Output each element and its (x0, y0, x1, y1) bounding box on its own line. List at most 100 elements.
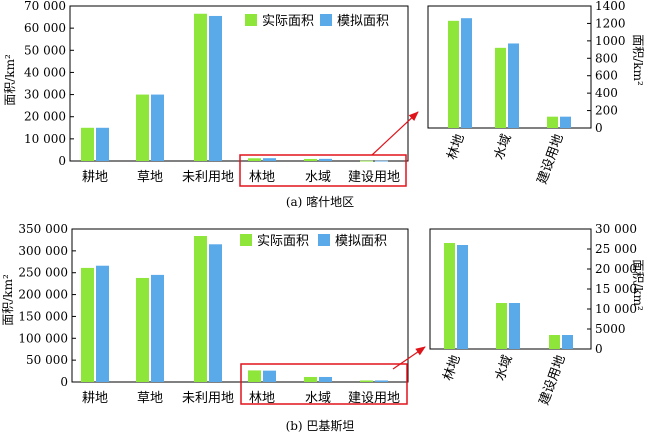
main-category-label-a: 水域 (305, 170, 331, 185)
main-bar-a-simulated (151, 94, 164, 161)
main-bar-b-simulated (151, 274, 164, 382)
main-category-label-b: 建设用地 (348, 391, 400, 406)
main-y-tick-label-a: 20 000 (24, 110, 66, 124)
main-plot-frame-a (69, 5, 409, 162)
legend-swatch-simulated (318, 234, 330, 246)
inset-category-label-b: 水域 (493, 353, 516, 383)
highlight-arrow-a (371, 111, 419, 156)
main-bar-b-simulated (263, 370, 276, 382)
main-y-tick-label-b: 50 000 (26, 353, 68, 367)
inset-category-label-a: 水域 (492, 132, 515, 162)
main-y-tick-label-b: 350 000 (18, 222, 68, 236)
main-y-tick-label-b: 300 000 (18, 244, 68, 258)
main-category-label-b: 耕地 (82, 390, 108, 406)
main-bar-a-simulated (209, 15, 222, 162)
inset-y-tick-label-a: 200 (595, 104, 618, 118)
inset-bar-b-actual (496, 303, 507, 349)
main-bar-a-actual (136, 94, 149, 161)
inset-bar-a-actual (495, 47, 506, 129)
main-bar-a-simulated (319, 158, 332, 161)
legend-swatch-actual (245, 14, 257, 26)
legend-b: 实际面积 模拟面积 (240, 234, 387, 249)
main-bar-a-simulated (263, 158, 276, 161)
inset-y-tick-label-b: 30 000 (595, 222, 637, 236)
legend-swatch-simulated (320, 14, 332, 26)
caption-b: (b) 巴基斯坦 (286, 419, 355, 433)
inset-bar-b-actual (444, 243, 455, 349)
main-y-tick-label-b: 200 000 (18, 288, 68, 302)
main-y-tick-label-b: 250 000 (18, 266, 68, 280)
caption-a: (a) 喀什地区 (286, 195, 354, 209)
inset-y-tick-label-a: 600 (595, 69, 618, 83)
main-bar-b-actual (136, 277, 149, 382)
main-category-label-a: 建设用地 (348, 170, 400, 185)
inset-y-tick-label-a: 400 (595, 86, 618, 100)
main-bar-b-simulated (96, 265, 109, 382)
legend-swatch-actual (240, 234, 252, 246)
main-bar-a-simulated (96, 127, 109, 161)
inset-y-tick-label-b: 15 000 (595, 282, 637, 296)
main-category-label-b: 草地 (137, 391, 163, 406)
inset-bar-a-simulated (508, 43, 519, 128)
highlight-box-a (239, 154, 407, 187)
main-category-label-a: 耕地 (82, 169, 108, 185)
main-bar-b-actual (360, 380, 373, 382)
main-y-tick-label-a: 50 000 (24, 43, 66, 57)
main-category-label-a: 林地 (249, 170, 275, 185)
inset-bar-b-simulated (509, 303, 520, 349)
highlight-box-b (240, 363, 408, 405)
inset-y-tick-label-a: 1400 (595, 0, 626, 13)
main-y-tick-label-a: 30 000 (24, 88, 66, 102)
main-y-tick-label-a: 0 (58, 154, 66, 168)
main-bar-b-simulated (375, 380, 388, 382)
legend-label-simulated: 模拟面积 (335, 234, 387, 249)
inset-y-tick-label-a: 800 (595, 51, 618, 65)
main-bar-b-simulated (319, 376, 332, 382)
inset-y-tick-label-b: 0 (595, 342, 603, 356)
main-y-tick-label-b: 150 000 (18, 309, 68, 323)
inset-bar-a-simulated (461, 18, 472, 129)
main-y-axis-label-b: 面积/km² (1, 274, 15, 326)
inset-y-tick-label-b: 10 000 (595, 302, 637, 316)
main-bar-a-actual (248, 158, 261, 161)
main-y-axis-label-a: 面积/km² (3, 54, 17, 106)
main-y-tick-label-a: 70 000 (24, 0, 66, 13)
main-bar-a-actual (360, 160, 373, 162)
inset-y-axis-label-b: 面积/km² (631, 259, 645, 311)
main-y-tick-label-b: 0 (60, 375, 68, 389)
main-plot-frame-b (71, 228, 409, 383)
legend-label-actual: 实际面积 (257, 234, 309, 249)
inset-category-label-a: 林地 (445, 132, 468, 162)
main-bar-a-actual (304, 158, 317, 161)
inset-y-tick-label-b: 25 000 (595, 242, 637, 256)
main-y-tick-label-a: 40 000 (24, 65, 66, 79)
main-bar-b-actual (194, 235, 207, 382)
inset-bar-b-simulated (562, 335, 573, 349)
main-bar-a-simulated (375, 160, 388, 162)
inset-bar-b-actual (549, 335, 560, 349)
inset-category-label-a: 建设用地 (535, 132, 567, 186)
main-bar-b-actual (248, 370, 261, 382)
highlight-arrow-b (392, 346, 426, 370)
legend-label-simulated: 模拟面积 (337, 14, 389, 29)
main-y-tick-label-a: 10 000 (24, 132, 66, 146)
main-y-tick-label-a: 60 000 (24, 21, 66, 35)
legend-a: 实际面积 模拟面积 (245, 14, 389, 29)
main-y-tick-label-b: 100 000 (18, 331, 68, 345)
main-bar-a-actual (81, 127, 94, 161)
inset-bar-a-simulated (560, 116, 571, 128)
inset-y-tick-label-a: 0 (595, 121, 603, 135)
inset-y-tick-label-b: 5000 (595, 322, 626, 336)
main-bar-b-actual (81, 267, 94, 382)
inset-category-label-b: 建设用地 (537, 353, 569, 407)
main-category-label-b: 未利用地 (182, 391, 234, 406)
inset-y-tick-label-a: 1200 (595, 16, 626, 30)
inset-y-axis-label-a: 面积/km² (631, 34, 645, 86)
inset-category-label-b: 林地 (441, 353, 464, 383)
main-category-label-a: 未利用地 (182, 170, 234, 185)
main-category-label-b: 水域 (305, 391, 331, 406)
main-bar-b-simulated (209, 244, 222, 382)
inset-y-tick-label-a: 1000 (595, 34, 626, 48)
main-category-label-b: 林地 (249, 391, 275, 406)
inset-bar-b-simulated (457, 245, 468, 349)
